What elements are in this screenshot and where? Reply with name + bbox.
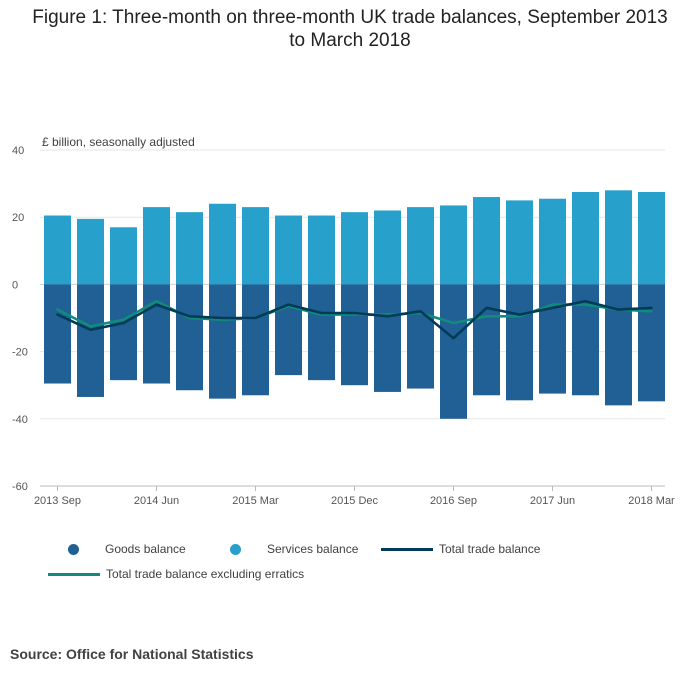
bar-goods bbox=[176, 284, 203, 391]
legend-total-excl-label: Total trade balance excluding erratics bbox=[106, 567, 305, 581]
bar-goods bbox=[242, 284, 269, 396]
bar-goods bbox=[605, 284, 632, 406]
bar-services bbox=[440, 205, 467, 285]
bar-services bbox=[638, 192, 665, 285]
chart-plot: 40 20 0 -20 -40 -60 £ billion, seasonally adju… bbox=[12, 135, 675, 507]
x-tick-label: 2014 Jun bbox=[134, 495, 179, 507]
chart-title: Figure 1: Three-month on three-month UK … bbox=[0, 6, 700, 52]
bar-services bbox=[275, 215, 302, 285]
y-tick-label: 40 bbox=[12, 145, 24, 157]
bar-goods bbox=[341, 284, 368, 386]
bar-services bbox=[506, 200, 533, 285]
y-tick-label: 0 bbox=[12, 279, 18, 291]
y-tick-label: -40 bbox=[12, 414, 28, 426]
series-line-total bbox=[56, 299, 653, 340]
bar-goods bbox=[308, 284, 335, 381]
legend-item-goods: Goods balance bbox=[68, 542, 186, 556]
bar-services bbox=[110, 227, 137, 285]
legend-total-marker bbox=[381, 547, 433, 551]
bar-services bbox=[209, 203, 236, 285]
bar-services bbox=[44, 215, 71, 285]
bar-services bbox=[407, 207, 434, 285]
legend-total-excl-marker bbox=[48, 572, 100, 576]
x-tick-label: 2016 Sep bbox=[430, 495, 477, 507]
bar-services bbox=[341, 212, 368, 285]
chart-legend: Goods balance Services balance Total tra… bbox=[0, 536, 700, 596]
y-tick-label: 20 bbox=[12, 212, 24, 224]
bar-goods bbox=[440, 284, 467, 419]
legend-total-label: Total trade balance bbox=[439, 542, 541, 556]
y-axis-label: £ billion, seasonally adjusted bbox=[42, 135, 195, 149]
series-line-total-excl-erratics bbox=[56, 299, 653, 328]
x-tick-label: 2013 Sep bbox=[34, 495, 81, 507]
bar-goods bbox=[506, 284, 533, 401]
bar-goods bbox=[638, 284, 665, 402]
bar-services bbox=[539, 198, 566, 285]
bar-goods bbox=[407, 284, 434, 389]
bar-services bbox=[176, 212, 203, 285]
chart-title-line-2: to March 2018 bbox=[289, 30, 411, 51]
x-tick-label: 2017 Jun bbox=[530, 495, 575, 507]
x-tick-label: 2018 Mar bbox=[628, 495, 675, 507]
legend-services-marker bbox=[230, 543, 241, 555]
bar-services bbox=[242, 207, 269, 285]
bar-goods bbox=[143, 284, 170, 384]
bar-goods bbox=[275, 284, 302, 376]
bar-services bbox=[308, 215, 335, 285]
bar-services bbox=[605, 190, 632, 285]
legend-item-total-excl-erratics: Total trade balance excluding erratics bbox=[48, 567, 304, 581]
bar-goods bbox=[110, 284, 137, 381]
bar-goods bbox=[473, 284, 500, 396]
legend-goods-label: Goods balance bbox=[105, 542, 186, 556]
x-tick-label: 2015 Dec bbox=[331, 495, 379, 507]
legend-item-services: Services balance bbox=[230, 542, 358, 556]
legend-item-total: Total trade balance bbox=[381, 542, 540, 556]
bar-services bbox=[143, 207, 170, 285]
bar-services bbox=[572, 192, 599, 285]
legend-services-label: Services balance bbox=[267, 542, 359, 556]
legend-goods-marker bbox=[68, 543, 79, 555]
bar-goods bbox=[374, 284, 401, 392]
bar-goods bbox=[44, 284, 71, 384]
chart-title-line-1: Figure 1: Three-month on three-month UK … bbox=[32, 7, 668, 28]
y-tick-label: -60 bbox=[12, 481, 28, 493]
bar-services bbox=[473, 197, 500, 285]
y-tick-label: -20 bbox=[12, 347, 28, 359]
x-tick-label: 2015 Mar bbox=[232, 495, 279, 507]
bar-services bbox=[77, 218, 104, 285]
bar-goods bbox=[209, 284, 236, 399]
source-note: Source: Office for National Statistics bbox=[10, 646, 254, 662]
bar-goods bbox=[77, 284, 104, 397]
bar-goods bbox=[539, 284, 566, 394]
bar-services bbox=[374, 210, 401, 285]
